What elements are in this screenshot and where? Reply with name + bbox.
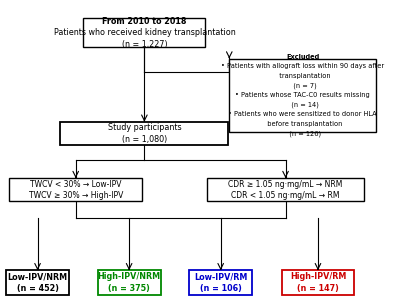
Text: TWCV ≥ 30% → High-IPV: TWCV ≥ 30% → High-IPV	[28, 191, 123, 200]
Text: High-IPV/NRM: High-IPV/NRM	[98, 272, 161, 281]
FancyBboxPatch shape	[9, 178, 142, 201]
Text: (n = 7): (n = 7)	[289, 82, 316, 89]
FancyBboxPatch shape	[282, 270, 354, 295]
FancyBboxPatch shape	[83, 18, 206, 47]
Text: • Patients with allograft loss within 90 days after: • Patients with allograft loss within 90…	[221, 63, 384, 69]
Text: (n = 1,227): (n = 1,227)	[122, 40, 167, 49]
Text: Low-IPV/RM: Low-IPV/RM	[194, 272, 247, 281]
Text: transplantation: transplantation	[275, 73, 330, 79]
Text: (n = 147): (n = 147)	[297, 284, 339, 293]
Text: From 2010 to 2018: From 2010 to 2018	[102, 17, 187, 26]
Text: (n = 106): (n = 106)	[200, 284, 242, 293]
FancyBboxPatch shape	[60, 122, 228, 145]
Text: • Patients whose TAC-C0 results missing: • Patients whose TAC-C0 results missing	[235, 92, 370, 98]
Text: (n = 14): (n = 14)	[287, 102, 319, 108]
Text: Patients who received kidney transplantation: Patients who received kidney transplanta…	[54, 28, 235, 37]
Text: Study participants: Study participants	[108, 123, 181, 132]
Text: High-IPV/RM: High-IPV/RM	[290, 272, 346, 281]
Text: (n = 126): (n = 126)	[285, 130, 321, 137]
Text: TWCV < 30% → Low-IPV: TWCV < 30% → Low-IPV	[30, 180, 122, 188]
Text: Low-IPV/NRM: Low-IPV/NRM	[8, 272, 68, 281]
Text: • Patients who were sensitized to donor HLA: • Patients who were sensitized to donor …	[228, 111, 377, 118]
FancyBboxPatch shape	[189, 270, 252, 295]
FancyBboxPatch shape	[207, 178, 364, 201]
Text: (n = 375): (n = 375)	[108, 284, 150, 293]
Text: (n = 452): (n = 452)	[16, 284, 58, 293]
Text: CDR < 1.05 ng·mg/mL → RM: CDR < 1.05 ng·mg/mL → RM	[231, 191, 340, 200]
Text: CDR ≥ 1.05 ng·mg/mL → NRM: CDR ≥ 1.05 ng·mg/mL → NRM	[228, 180, 343, 188]
FancyBboxPatch shape	[229, 58, 376, 132]
Text: (n = 1,080): (n = 1,080)	[122, 135, 167, 144]
FancyBboxPatch shape	[6, 270, 69, 295]
Text: before transplantation: before transplantation	[263, 121, 342, 127]
FancyBboxPatch shape	[98, 270, 160, 295]
Text: Excluded: Excluded	[286, 54, 319, 60]
